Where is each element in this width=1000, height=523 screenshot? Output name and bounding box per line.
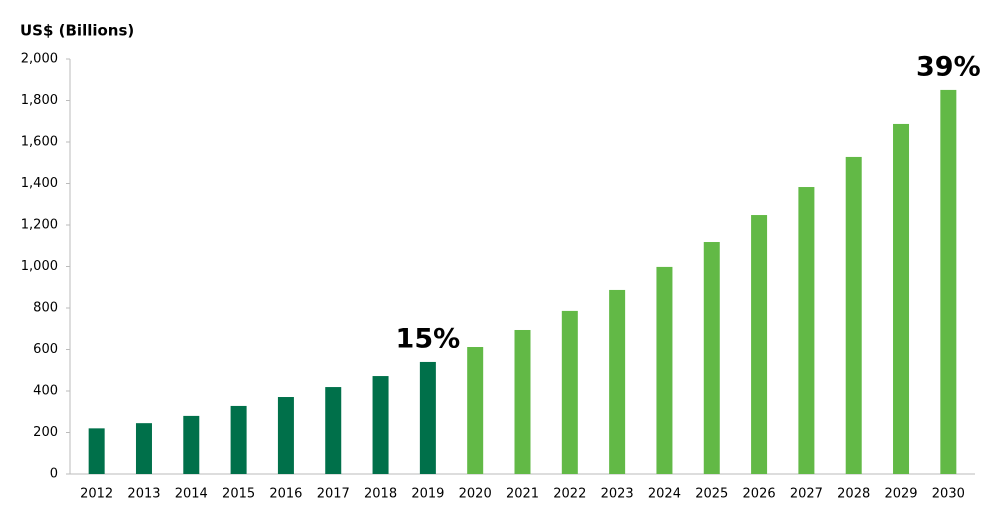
y-tick-label: 1,200 bbox=[21, 218, 58, 233]
bar bbox=[372, 376, 389, 474]
bar bbox=[561, 310, 578, 474]
y-tick-label: 600 bbox=[33, 342, 58, 357]
bar bbox=[798, 187, 815, 474]
y-tick-label: 2,000 bbox=[21, 52, 58, 67]
y-tick-label: 200 bbox=[33, 425, 58, 440]
x-tick-label: 2012 bbox=[80, 487, 113, 502]
x-tick-label: 2020 bbox=[459, 487, 492, 502]
bar bbox=[419, 361, 436, 474]
bar bbox=[135, 423, 152, 474]
bar bbox=[88, 428, 105, 474]
x-tick-label: 2016 bbox=[269, 487, 302, 502]
x-tick-label: 2021 bbox=[506, 487, 539, 502]
bar bbox=[467, 347, 484, 474]
x-tick-label: 2023 bbox=[601, 487, 634, 502]
y-axis-label: US$ (Billions) bbox=[20, 22, 134, 40]
bar bbox=[703, 242, 720, 474]
bar bbox=[514, 329, 531, 474]
y-tick-label: 1,400 bbox=[21, 176, 58, 191]
x-tick-label: 2013 bbox=[127, 487, 160, 502]
bar bbox=[230, 405, 247, 474]
x-tick-label: 2027 bbox=[790, 487, 823, 502]
x-tick-label: 2017 bbox=[317, 487, 350, 502]
bar bbox=[277, 397, 294, 474]
y-tick-label: 1,000 bbox=[21, 259, 58, 274]
x-tick-label: 2022 bbox=[553, 487, 586, 502]
y-tick-label: 1,800 bbox=[21, 93, 58, 108]
y-tick-label: 400 bbox=[33, 384, 58, 399]
bar bbox=[893, 123, 910, 474]
x-tick-label: 2019 bbox=[411, 487, 444, 502]
x-tick-label: 2014 bbox=[175, 487, 208, 502]
bar bbox=[183, 415, 200, 474]
x-tick-label: 2028 bbox=[837, 487, 870, 502]
x-tick-label: 2015 bbox=[222, 487, 255, 502]
bar bbox=[325, 387, 342, 474]
bar bbox=[845, 156, 862, 474]
x-tick-label: 2018 bbox=[364, 487, 397, 502]
annotation: 15% bbox=[396, 323, 461, 354]
y-tick-label: 0 bbox=[50, 467, 58, 482]
annotation: 39% bbox=[916, 51, 981, 82]
x-tick-label: 2025 bbox=[695, 487, 728, 502]
x-tick-label: 2024 bbox=[648, 487, 681, 502]
bar bbox=[609, 289, 626, 474]
y-tick-label: 1,600 bbox=[21, 135, 58, 150]
x-tick-label: 2030 bbox=[932, 487, 965, 502]
x-tick-label: 2026 bbox=[743, 487, 776, 502]
bar bbox=[940, 89, 957, 474]
bar bbox=[656, 266, 673, 474]
y-tick-label: 800 bbox=[33, 301, 58, 316]
x-tick-label: 2029 bbox=[884, 487, 917, 502]
bar bbox=[751, 215, 768, 475]
